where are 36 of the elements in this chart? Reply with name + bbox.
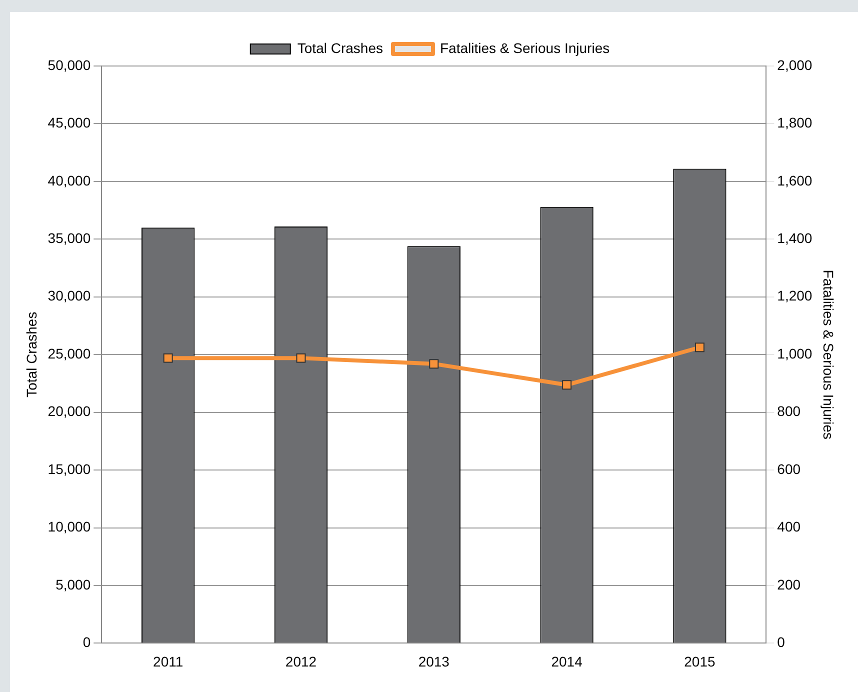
x-tick-label: 2015 bbox=[684, 653, 716, 670]
y2-tick-label: 400 bbox=[777, 518, 801, 535]
y-tick-label: 10,000 bbox=[48, 518, 91, 535]
point bbox=[296, 353, 306, 363]
y-tick-label: 5,000 bbox=[56, 576, 91, 592]
point bbox=[694, 342, 704, 352]
y-tick-label: 20,000 bbox=[48, 403, 91, 420]
point bbox=[429, 359, 439, 369]
y-tick-label: 40,000 bbox=[48, 172, 91, 188]
y-tick-label: 25,000 bbox=[48, 345, 91, 362]
y2-tick-label: 600 bbox=[777, 460, 801, 477]
y2-tick-label: 1,600 bbox=[777, 172, 812, 188]
x-tick-label: 2011 bbox=[153, 653, 184, 670]
y2-tick-label: 1,400 bbox=[777, 230, 812, 246]
legend-label: Total Crashes bbox=[297, 40, 383, 56]
y-tick-label: 15,000 bbox=[48, 460, 91, 477]
y2-tick-label: 0 bbox=[777, 634, 786, 650]
x-tick-label: 2012 bbox=[285, 653, 317, 670]
y-tick-label: 0 bbox=[82, 634, 91, 650]
point bbox=[163, 353, 173, 363]
y2-axis-title: Fatalities & Serious Injuries bbox=[820, 270, 837, 440]
point bbox=[562, 380, 572, 390]
y-axis-title: Total Crashes bbox=[23, 312, 40, 398]
y2-tick-label: 1,000 bbox=[777, 345, 812, 362]
y2-tick-label: 200 bbox=[777, 576, 801, 592]
y-tick-label: 50,000 bbox=[48, 56, 91, 73]
y-tick-label: 30,000 bbox=[48, 288, 91, 304]
y2-tick-label: 2,000 bbox=[777, 56, 812, 73]
y2-tick-label: 1,800 bbox=[777, 114, 812, 131]
y-tick-label: 35,000 bbox=[48, 230, 91, 246]
legend-label: Fatalities & Serious Injuries bbox=[440, 40, 610, 56]
x-tick-label: 2013 bbox=[418, 653, 450, 670]
x-tick-label: 2014 bbox=[551, 653, 583, 670]
y2-tick-label: 800 bbox=[777, 403, 801, 420]
y-tick-label: 45,000 bbox=[48, 114, 91, 131]
y2-tick-label: 1,200 bbox=[777, 288, 812, 304]
